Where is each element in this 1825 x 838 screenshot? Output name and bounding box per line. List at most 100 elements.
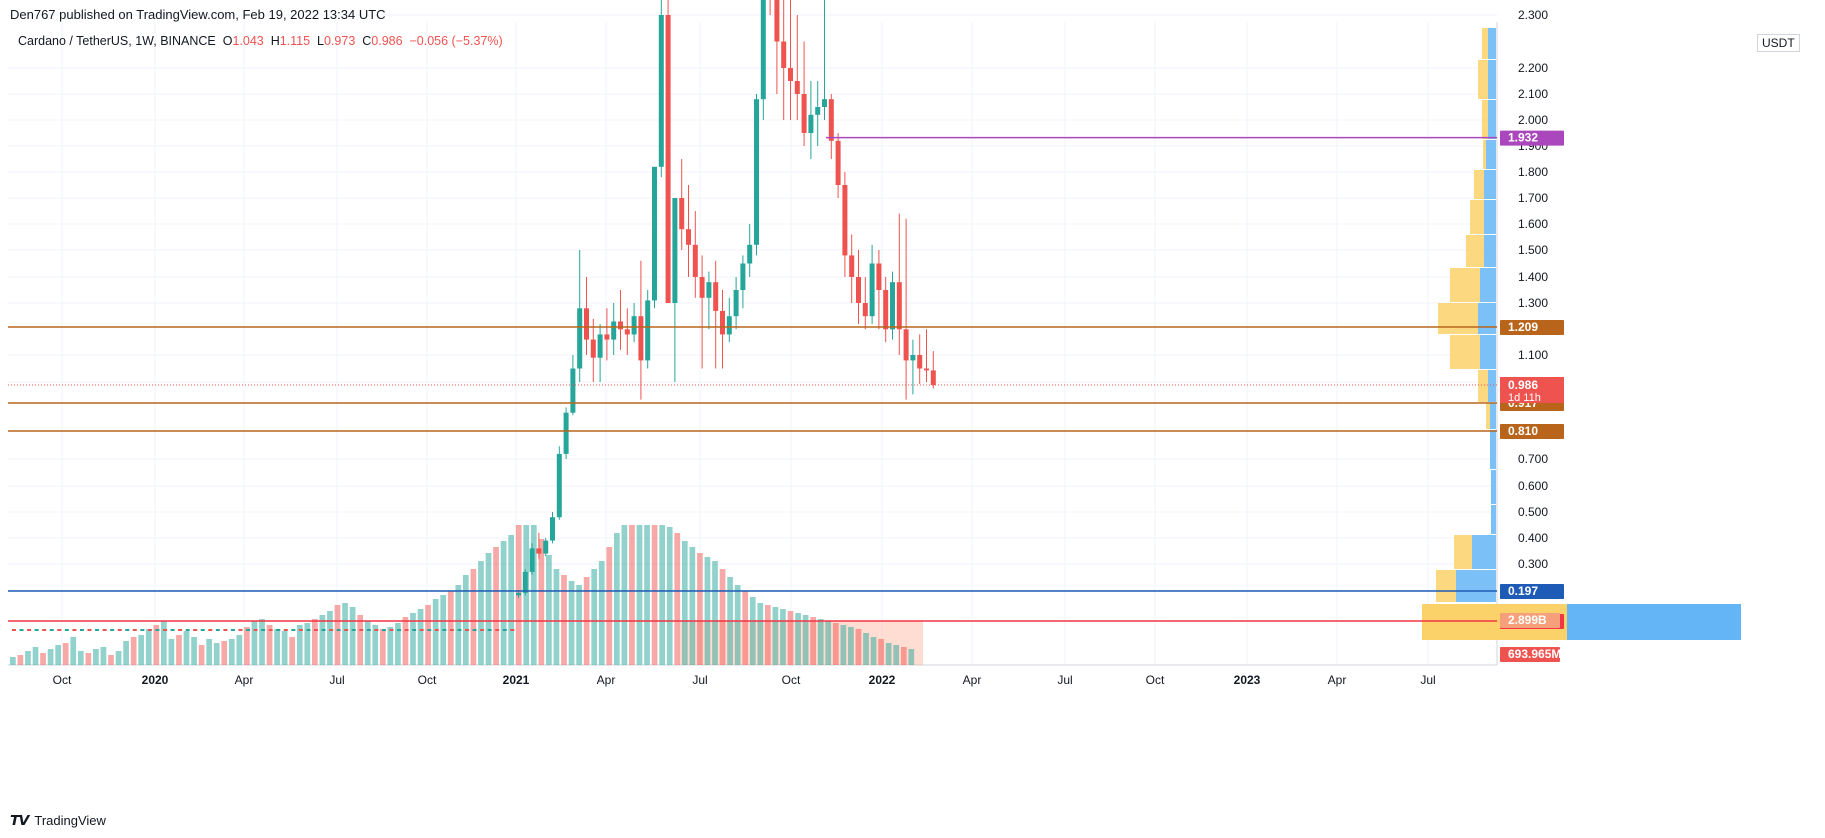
volume-bar xyxy=(530,525,537,665)
volume-bar xyxy=(432,599,439,665)
candle-body-small xyxy=(261,629,266,631)
candle-body-small xyxy=(163,629,167,631)
volume-profile-down xyxy=(1488,370,1496,402)
volume-bar xyxy=(878,639,884,665)
volume-bar xyxy=(334,605,341,665)
volume-bar xyxy=(10,657,16,665)
candle-body-small xyxy=(276,629,281,631)
x-tick-label: 2020 xyxy=(142,673,169,687)
volume-bar xyxy=(206,639,212,665)
candle-body xyxy=(516,592,521,596)
volume-bar xyxy=(251,621,258,665)
candle-body-small xyxy=(381,629,386,631)
close-label: C xyxy=(362,34,372,48)
candle-body xyxy=(760,0,766,100)
volume-bar xyxy=(100,647,107,665)
volume-bar xyxy=(561,575,567,665)
candle-body xyxy=(747,244,753,264)
candle-body xyxy=(896,282,902,330)
volume-profile-down xyxy=(1484,200,1496,234)
volume-bar xyxy=(666,527,673,665)
x-tick-label: 2023 xyxy=(1234,673,1261,687)
volume-profile-up xyxy=(1486,403,1490,429)
candle-body-small xyxy=(57,629,62,631)
candle-body-small xyxy=(397,629,402,631)
symbol-name[interactable]: Cardano / TetherUS, 1W, BINANCE xyxy=(18,34,216,48)
volume-bar xyxy=(93,649,99,665)
volume-bar xyxy=(259,619,265,665)
candle-body-small xyxy=(442,629,447,631)
volume-bar xyxy=(281,631,288,665)
x-tick-label: 2022 xyxy=(869,673,896,687)
candle-body xyxy=(890,282,895,330)
volume-bar xyxy=(674,533,681,665)
candle-body-small xyxy=(268,629,273,631)
candle-body-small xyxy=(147,629,152,631)
tradingview-logo-icon: 𝙏𝙑 xyxy=(10,812,29,828)
y-tick-label: 2.100 xyxy=(1518,87,1548,101)
candle-body-small xyxy=(336,629,341,631)
y-tick-label: 1.100 xyxy=(1518,348,1548,362)
candle-body-small xyxy=(412,629,417,631)
volume-bar xyxy=(712,561,718,665)
volume-bar xyxy=(546,555,552,665)
publisher-header: Den767 published on TradingView.com, Feb… xyxy=(10,7,386,22)
candle-body-small xyxy=(208,629,213,631)
y-tick-label: 0.700 xyxy=(1518,452,1548,466)
volume-bar xyxy=(342,603,348,665)
volume-profile-up xyxy=(1482,28,1488,59)
volume-bar xyxy=(228,639,235,665)
volume-bar xyxy=(145,629,152,665)
candle-body xyxy=(522,571,528,593)
candle-body xyxy=(883,290,889,330)
high-value: 1.115 xyxy=(279,34,311,48)
x-tick-label: Jul xyxy=(1057,673,1072,687)
candle-body xyxy=(903,329,909,361)
price-label-1_932: 1.932 xyxy=(1508,131,1538,145)
volume-bar xyxy=(221,641,228,665)
volume-bar xyxy=(757,603,764,665)
candle-body xyxy=(930,370,936,385)
candle-body-small xyxy=(374,629,379,631)
volume-bar xyxy=(70,637,77,665)
volume-bar xyxy=(425,605,431,665)
y-tick-label: 2.300 xyxy=(1518,8,1548,22)
candle-body xyxy=(808,114,814,133)
volume-bar xyxy=(500,541,507,665)
candle-body xyxy=(597,334,603,358)
volume-bar xyxy=(447,591,454,665)
volume-bar xyxy=(621,525,628,665)
candle-body xyxy=(584,308,589,340)
candle-body xyxy=(604,334,610,340)
candle-body xyxy=(652,166,657,301)
volume-bar xyxy=(478,561,484,665)
currency-selector[interactable]: USDT xyxy=(1757,34,1800,52)
volume-bar xyxy=(463,575,469,665)
volume-bar xyxy=(832,623,839,665)
volume-bar xyxy=(538,539,545,665)
volume-profile-up xyxy=(1474,170,1484,199)
candle-body xyxy=(665,15,671,303)
candle-body-small xyxy=(19,629,24,631)
volume-bar xyxy=(62,643,69,665)
volume-bar xyxy=(855,629,862,665)
candle-body xyxy=(543,540,549,554)
candle-body-small xyxy=(291,629,296,631)
volume-bar xyxy=(304,623,311,665)
candle-body-small xyxy=(72,629,77,631)
candle-body-small xyxy=(359,629,364,631)
volume-bar xyxy=(508,535,514,665)
candle-body xyxy=(794,81,800,94)
volume-bar xyxy=(470,569,477,665)
volume-profile-up xyxy=(1450,268,1480,302)
volume-bar xyxy=(349,607,356,665)
volume-bar xyxy=(244,627,250,665)
footer-brand[interactable]: 𝙏𝙑 TradingView xyxy=(10,812,106,829)
x-tick-label: Apr xyxy=(597,673,616,687)
candle-body-small xyxy=(215,629,220,631)
volume-bar xyxy=(274,629,280,665)
candle-body xyxy=(713,282,719,311)
volume-bar xyxy=(576,585,582,665)
volume-bar xyxy=(644,525,650,665)
